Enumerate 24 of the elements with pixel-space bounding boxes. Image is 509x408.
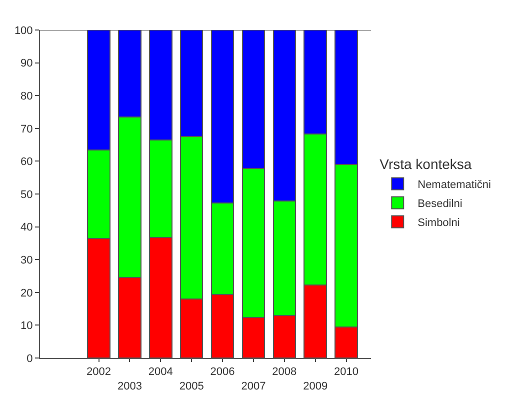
x-tick-label: 2010 — [334, 366, 358, 378]
y-tick-label: 80 — [20, 90, 33, 102]
x-tick-label: 2006 — [210, 366, 235, 378]
y-tick-label: 50 — [20, 188, 33, 201]
y-tick-label: 10 — [20, 320, 33, 332]
x-tick-label: 2008 — [272, 366, 297, 378]
y-tick-label: 70 — [20, 123, 33, 136]
y-tick-label: 90 — [20, 58, 33, 70]
legend-title: Vrsta konteksa — [380, 156, 472, 172]
x-tick-label: 2004 — [148, 366, 173, 378]
y-tick-label: 0 — [26, 352, 33, 365]
x-tick-label: 2002 — [86, 366, 112, 378]
x-tick-label: 2005 — [179, 380, 204, 392]
x-tick-label: 2007 — [241, 380, 266, 392]
y-tick-label: 40 — [20, 222, 33, 234]
y-tick-label: 100 — [14, 24, 33, 37]
y-tick-label: 60 — [20, 156, 33, 168]
legend-label: Besedilni — [418, 198, 462, 210]
x-tick-label: 2009 — [303, 380, 328, 392]
legend-label: Nematematični — [418, 178, 491, 191]
y-tick-label: 20 — [20, 287, 33, 300]
x-tick-label: 2003 — [117, 380, 142, 392]
legend-label: Simbolni — [418, 216, 460, 229]
y-tick-label: 30 — [20, 254, 33, 266]
